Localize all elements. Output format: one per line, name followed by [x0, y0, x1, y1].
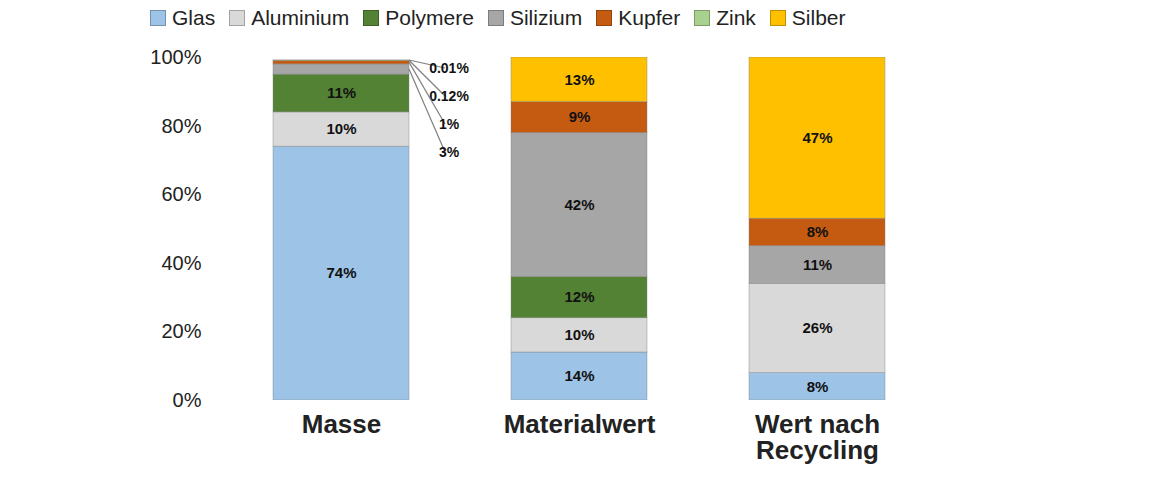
svg-text:14%: 14%	[564, 367, 594, 384]
svg-text:26%: 26%	[802, 319, 832, 336]
html-text:Kupfer: Kupfer	[618, 5, 681, 29]
svg-text:1%: 1%	[439, 116, 460, 132]
svg-text:80%: 80%	[161, 115, 201, 137]
svg-text:11%: 11%	[327, 84, 356, 101]
svg-text:Masse: Masse	[302, 409, 382, 439]
svg-text:8%: 8%	[807, 223, 829, 240]
svg-text:0.01%: 0.01%	[429, 60, 469, 76]
svg-text:74%: 74%	[326, 264, 356, 281]
html-text:Glas: Glas	[172, 5, 216, 29]
svg-text:13%: 13%	[564, 71, 594, 88]
svg-text:12%: 12%	[564, 288, 594, 305]
html-text:Silizium: Silizium	[509, 5, 583, 29]
svg-text:40%: 40%	[161, 252, 201, 274]
svg-text:9%: 9%	[569, 108, 591, 125]
svg-text:10%: 10%	[326, 120, 356, 137]
svg-text:3%: 3%	[439, 144, 460, 160]
svg-text:0%: 0%	[173, 389, 202, 411]
svg-text:47%: 47%	[802, 129, 832, 146]
svg-text:8%: 8%	[807, 378, 829, 395]
svg-text:100%: 100%	[150, 46, 201, 68]
svg-text:0.12%: 0.12%	[429, 88, 469, 104]
svg-text:Materialwert: Materialwert	[504, 409, 656, 439]
svg-text:11%: 11%	[803, 256, 832, 273]
svg-text:Wert nachRecycling: Wert nachRecycling	[755, 409, 880, 465]
svg-text:42%: 42%	[564, 196, 594, 213]
html-text:Aluminium: Aluminium	[251, 5, 350, 29]
html-text:Polymere: Polymere	[385, 5, 474, 29]
html-text:Zink: Zink	[716, 5, 756, 29]
svg-text:20%: 20%	[161, 320, 201, 342]
html-text:Silber: Silber	[791, 5, 846, 29]
svg-text:60%: 60%	[161, 183, 201, 205]
svg-text:10%: 10%	[564, 326, 594, 343]
